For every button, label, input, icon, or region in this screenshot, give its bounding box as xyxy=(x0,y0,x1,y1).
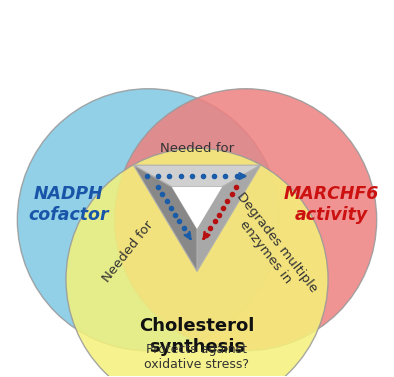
Text: Needed for: Needed for xyxy=(160,142,234,155)
Polygon shape xyxy=(134,165,260,187)
Polygon shape xyxy=(134,165,197,271)
Text: MARCHF6
activity: MARCHF6 activity xyxy=(283,185,379,224)
Polygon shape xyxy=(197,165,260,271)
Circle shape xyxy=(17,89,279,351)
Circle shape xyxy=(66,148,328,377)
Circle shape xyxy=(115,89,377,351)
Text: Degrades multiple
enzymes in: Degrades multiple enzymes in xyxy=(223,190,320,305)
Text: NADPH
cofactor: NADPH cofactor xyxy=(29,185,109,224)
Text: Needed for: Needed for xyxy=(100,218,156,285)
Text: Cholesterol
synthesis: Cholesterol synthesis xyxy=(139,317,255,356)
Polygon shape xyxy=(172,187,222,229)
Text: Protects against
oxidative stress?: Protects against oxidative stress? xyxy=(145,343,249,371)
